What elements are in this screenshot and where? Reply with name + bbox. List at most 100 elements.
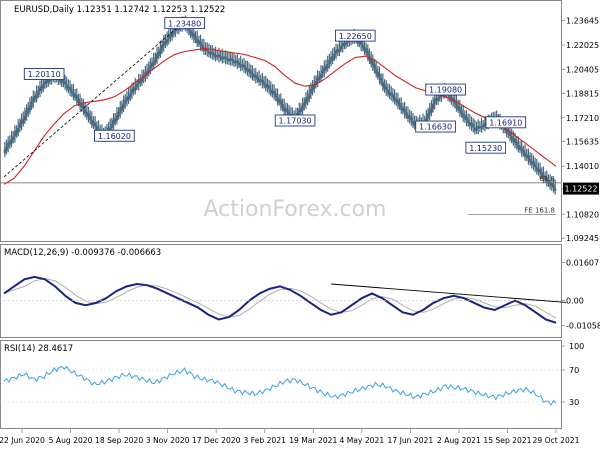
- candle-body: [512, 138, 515, 143]
- candle-body: [92, 121, 95, 126]
- candle-body: [319, 74, 323, 79]
- candle-body: [457, 105, 460, 110]
- rsi-line: [3, 365, 557, 406]
- candle-body: [172, 30, 175, 35]
- candle-body: [231, 59, 234, 62]
- candle-body: [164, 40, 167, 45]
- candle-body: [8, 140, 11, 145]
- current-price-label: 1.12522: [564, 185, 597, 194]
- candle-body: [401, 107, 405, 112]
- candle-body: [207, 51, 211, 54]
- candle-body: [42, 84, 45, 89]
- price-annotation-box: [274, 114, 316, 127]
- candle-body: [406, 114, 410, 119]
- candle-body: [60, 80, 63, 84]
- candle-body: [95, 126, 98, 130]
- candle-body: [247, 68, 251, 72]
- x-tick-label: 22 Jun 2020: [0, 436, 45, 445]
- price-annotation-box: [425, 83, 466, 96]
- macd-signal-line: [3, 277, 557, 319]
- candle-body: [483, 122, 487, 126]
- candle-body: [550, 182, 553, 187]
- candle-body: [159, 49, 162, 54]
- candle-body: [33, 95, 37, 100]
- x-tick-label: 15 Sep 2021: [483, 436, 531, 445]
- price-y-tick-label: 1.22025: [566, 41, 599, 50]
- candle-body: [80, 103, 83, 108]
- candle-body: [549, 182, 552, 186]
- candle-body: [27, 107, 30, 113]
- candle-body: [465, 116, 468, 121]
- candle-body: [343, 42, 346, 46]
- price-annotation-label: 1.15230: [469, 144, 502, 153]
- candle-body: [122, 103, 125, 109]
- candle-body: [318, 75, 321, 80]
- candle-body: [371, 60, 374, 66]
- candle-body: [398, 102, 401, 107]
- candle-body: [13, 132, 16, 137]
- candle-body: [152, 61, 155, 66]
- macd-marks: [0, 275, 567, 324]
- rsi-y-tick-label: 100: [569, 342, 584, 351]
- candle-body: [85, 112, 88, 117]
- candle-body: [475, 128, 478, 131]
- candle-body: [140, 78, 144, 83]
- candle-body: [513, 139, 517, 143]
- candle-body: [545, 177, 548, 181]
- candle-body: [436, 97, 440, 101]
- rsi-panel: [0, 340, 562, 429]
- candle-body: [222, 56, 226, 59]
- candle-body: [62, 80, 65, 83]
- candle-body: [283, 107, 286, 112]
- candle-body: [376, 71, 379, 77]
- candle-body: [155, 53, 159, 59]
- candle-body: [244, 67, 247, 71]
- x-tick-label: 19 Mar 2021: [289, 436, 337, 445]
- candle-body: [309, 88, 313, 94]
- candle-body: [73, 93, 77, 98]
- price-y-tick-label: 1.20405: [566, 66, 599, 75]
- candle-body: [197, 40, 200, 44]
- fib-label: FE 161.8: [524, 206, 555, 214]
- candle-body: [241, 64, 244, 67]
- candle-body: [403, 108, 406, 113]
- candle-body: [189, 30, 192, 35]
- candle-body: [28, 105, 32, 111]
- candle-body: [435, 97, 438, 101]
- candle-body: [204, 47, 207, 51]
- candle-body: [221, 57, 224, 60]
- candle-body: [72, 92, 75, 97]
- candle-body: [3, 149, 6, 154]
- candle-body: [259, 79, 262, 83]
- candle-body: [448, 95, 451, 99]
- current-price-box: [563, 182, 599, 195]
- macd-y-tick-label: -0.010588: [566, 322, 600, 331]
- candle-body: [124, 99, 127, 104]
- candle-body: [467, 120, 470, 124]
- x-tick-label: 3 Nov 2020: [146, 436, 190, 445]
- candle-body: [45, 80, 48, 83]
- candle-body: [224, 56, 227, 59]
- candle-body: [303, 102, 306, 107]
- candle-body: [331, 56, 334, 61]
- candle-body: [264, 84, 267, 88]
- candle-body: [18, 123, 21, 129]
- candle-body: [169, 33, 172, 38]
- candle-body: [48, 78, 52, 82]
- candle-body: [366, 50, 369, 56]
- candle-body: [383, 84, 386, 89]
- candle-body: [276, 97, 279, 102]
- candle-body: [472, 124, 475, 128]
- candle-body: [58, 78, 62, 82]
- macd-y-tick-label: 0.00: [566, 297, 584, 306]
- candle-body: [251, 73, 254, 77]
- candle-body: [119, 107, 122, 113]
- x-tick-label: 5 Aug 2020: [49, 436, 93, 445]
- candle-body: [390, 92, 393, 96]
- candle-body: [507, 130, 510, 135]
- candle-body: [463, 115, 466, 120]
- price-annotation-label: 1.16020: [98, 132, 131, 141]
- candle-body: [109, 126, 112, 131]
- candle-body: [431, 103, 435, 110]
- candle-body: [286, 109, 289, 113]
